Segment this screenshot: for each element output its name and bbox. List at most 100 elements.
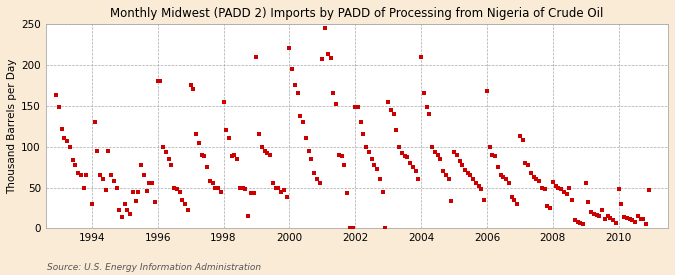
Point [437,169,448,173]
Point [51,93,61,97]
Point [424,112,435,116]
Point [325,56,336,60]
Point [361,144,372,149]
Point [394,144,404,149]
Point [627,218,638,222]
Point [290,83,300,87]
Point [180,202,190,206]
Point [591,212,602,217]
Point [484,144,495,149]
Point [232,157,243,161]
Point [462,170,473,175]
Point [100,188,111,192]
Point [367,157,377,161]
Point [95,173,105,177]
Point [556,187,566,191]
Point [358,132,369,137]
Point [454,159,465,164]
Point [344,226,355,230]
Point [364,150,375,155]
Point [188,87,198,92]
Point [539,187,550,191]
Point [443,177,454,182]
Point [284,46,295,51]
Point [599,216,610,221]
Point [238,185,248,190]
Point [575,221,586,225]
Point [155,79,166,83]
Point [452,153,462,157]
Point [383,100,394,104]
Point [199,154,210,159]
Point [339,163,350,167]
Point [68,158,78,162]
Point [70,163,81,167]
Point [279,188,290,192]
Point [580,181,591,186]
Point [144,181,155,186]
Point [589,211,599,216]
Point [421,105,432,109]
Point [586,210,597,214]
Point [141,189,152,193]
Point [267,181,278,186]
Point [202,165,213,169]
Point [429,150,440,155]
Point [166,163,177,167]
Point [215,189,226,194]
Point [440,173,451,177]
Point [418,91,429,96]
Point [632,214,643,218]
Point [537,185,547,190]
Point [194,140,205,145]
Point [522,163,533,167]
Point [635,216,646,221]
Point [221,128,232,133]
Point [210,185,221,190]
Point [391,128,402,133]
Point [295,113,306,118]
Point [254,132,265,137]
Point [614,187,624,191]
Point [509,198,520,202]
Point [457,163,468,167]
Point [427,144,437,149]
Point [281,195,292,200]
Point [602,214,613,218]
Point [542,203,553,208]
Point [76,173,86,177]
Point [235,185,246,190]
Point [117,215,128,219]
Point [146,181,157,186]
Point [56,126,67,131]
Point [320,26,331,30]
Point [396,151,407,155]
Point [372,167,383,171]
Point [468,177,479,182]
Point [89,120,100,124]
Point [273,185,284,190]
Point [130,199,141,203]
Point [336,154,347,159]
Point [308,170,319,175]
Point [300,136,311,141]
Point [449,150,460,155]
Point [399,154,410,159]
Point [73,170,84,175]
Point [460,167,470,172]
Point [531,177,542,182]
Point [380,226,391,230]
Point [262,151,273,155]
Point [119,202,130,206]
Point [347,226,358,230]
Point [105,173,116,177]
Point [64,144,75,149]
Point [333,153,344,157]
Point [163,157,174,161]
Point [81,173,92,177]
Point [133,189,144,194]
Point [610,221,621,225]
Point [207,181,218,186]
Point [408,165,418,169]
Point [534,179,545,183]
